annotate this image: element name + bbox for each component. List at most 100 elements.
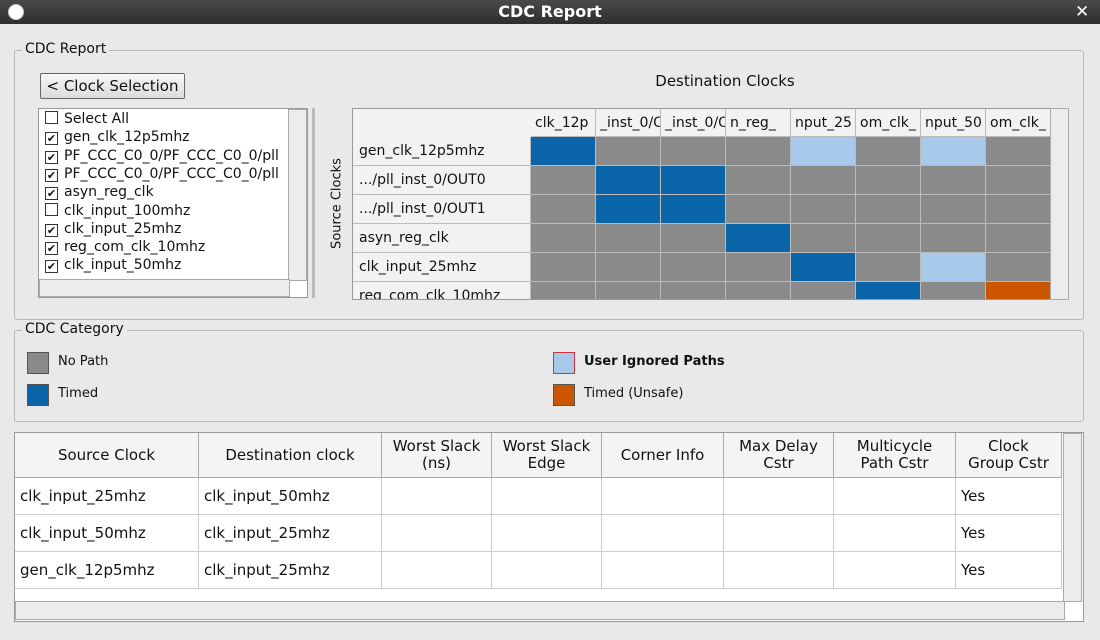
table-cell[interactable]: gen_clk_12p5mhz: [15, 552, 199, 589]
matrix-cell[interactable]: [531, 166, 596, 195]
matrix-cell[interactable]: [726, 137, 791, 166]
matrix-cell[interactable]: [986, 137, 1051, 166]
matrix-cell[interactable]: [921, 166, 986, 195]
matrix-cell[interactable]: [791, 253, 856, 282]
column-header: om_clk_: [856, 109, 921, 137]
matrix-cell[interactable]: [921, 224, 986, 253]
matrix-cell[interactable]: [986, 195, 1051, 224]
table-cell[interactable]: clk_input_25mhz: [199, 552, 382, 589]
table-hscroll[interactable]: [15, 601, 1065, 620]
matrix-cell[interactable]: [661, 137, 726, 166]
clock-item[interactable]: ✔ reg_com_clk_10mhz: [45, 238, 290, 256]
matrix-cell[interactable]: [921, 282, 986, 299]
table-cell[interactable]: Yes: [956, 478, 1062, 515]
matrix-cell[interactable]: [726, 166, 791, 195]
matrix-cell[interactable]: [921, 253, 986, 282]
matrix-cell[interactable]: [661, 224, 726, 253]
matrix-cell[interactable]: [856, 282, 921, 299]
matrix-cell[interactable]: [531, 253, 596, 282]
table-cell[interactable]: [724, 552, 834, 589]
checkbox[interactable]: [45, 111, 58, 124]
clock-item[interactable]: ✔ PF_CCC_C0_0/PF_CCC_C0_0/pll: [45, 147, 290, 165]
table-cell[interactable]: [492, 515, 602, 552]
matrix-cell[interactable]: [596, 224, 661, 253]
clock-selection-button[interactable]: < Clock Selection: [40, 73, 185, 99]
clock-item[interactable]: clk_input_100mhz: [45, 202, 290, 220]
matrix-cell[interactable]: [596, 137, 661, 166]
matrix-cell[interactable]: [921, 195, 986, 224]
table-cell[interactable]: [492, 478, 602, 515]
table-cell[interactable]: clk_input_25mhz: [15, 478, 199, 515]
matrix-cell[interactable]: [661, 282, 726, 299]
matrix-cell[interactable]: [856, 137, 921, 166]
clock-item[interactable]: ✔ clk_input_25mhz: [45, 220, 290, 238]
matrix-cell[interactable]: [791, 195, 856, 224]
matrix-cell[interactable]: [531, 195, 596, 224]
matrix-cell[interactable]: [791, 282, 856, 299]
matrix-cell[interactable]: [856, 195, 921, 224]
checkbox[interactable]: ✔: [45, 242, 58, 256]
close-button[interactable]: ✕: [1075, 2, 1090, 22]
matrix-cell[interactable]: [986, 253, 1051, 282]
checkbox[interactable]: ✔: [45, 150, 58, 164]
matrix-cell[interactable]: [856, 166, 921, 195]
matrix-cell[interactable]: [921, 137, 986, 166]
checkbox[interactable]: ✔: [45, 260, 58, 274]
checkbox[interactable]: ✔: [45, 223, 58, 237]
clock-item[interactable]: Select All: [45, 110, 290, 128]
list-hscroll[interactable]: [39, 279, 290, 297]
matrix-cell[interactable]: [661, 195, 726, 224]
table-cell[interactable]: [834, 552, 956, 589]
matrix-cell[interactable]: [596, 195, 661, 224]
matrix-cell[interactable]: [661, 166, 726, 195]
table-vscroll[interactable]: [1063, 433, 1082, 602]
category-label: User Ignored Paths: [584, 354, 725, 369]
table-cell[interactable]: clk_input_25mhz: [199, 515, 382, 552]
matrix-cell[interactable]: [986, 224, 1051, 253]
matrix-cell[interactable]: [596, 166, 661, 195]
matrix-cell[interactable]: [986, 282, 1051, 299]
matrix-cell[interactable]: [531, 224, 596, 253]
table-cell[interactable]: clk_input_50mhz: [199, 478, 382, 515]
table-cell[interactable]: clk_input_50mhz: [15, 515, 199, 552]
checkbox[interactable]: ✔: [45, 132, 58, 146]
matrix-cell[interactable]: [726, 282, 791, 299]
table-cell[interactable]: Yes: [956, 515, 1062, 552]
row-header: .../pll_inst_0/OUT1: [353, 195, 531, 224]
matrix-cell[interactable]: [791, 224, 856, 253]
clock-item[interactable]: ✔ clk_input_50mhz: [45, 256, 290, 274]
clock-item[interactable]: ✔ PF_CCC_C0_0/PF_CCC_C0_0/pll: [45, 165, 290, 183]
matrix-cell[interactable]: [661, 253, 726, 282]
matrix-cell[interactable]: [791, 137, 856, 166]
table-cell[interactable]: [602, 478, 724, 515]
table-cell[interactable]: [724, 515, 834, 552]
matrix-cell[interactable]: [856, 224, 921, 253]
checkbox[interactable]: [45, 202, 58, 216]
matrix-cell[interactable]: [791, 166, 856, 195]
table-cell[interactable]: [602, 552, 724, 589]
matrix-cell[interactable]: [986, 166, 1051, 195]
matrix-vscroll[interactable]: [1050, 108, 1069, 300]
checkbox[interactable]: ✔: [45, 168, 58, 182]
table-cell[interactable]: [834, 478, 956, 515]
matrix-cell[interactable]: [596, 282, 661, 299]
table-cell[interactable]: Yes: [956, 552, 1062, 589]
matrix-cell[interactable]: [726, 224, 791, 253]
matrix-cell[interactable]: [856, 253, 921, 282]
list-vscroll[interactable]: [288, 109, 307, 281]
table-cell[interactable]: [382, 552, 492, 589]
table-cell[interactable]: [834, 515, 956, 552]
table-cell[interactable]: [382, 478, 492, 515]
matrix-cell[interactable]: [726, 195, 791, 224]
table-cell[interactable]: [492, 552, 602, 589]
table-cell[interactable]: [382, 515, 492, 552]
clock-item[interactable]: ✔ gen_clk_12p5mhz: [45, 128, 290, 146]
clock-item[interactable]: ✔ asyn_reg_clk: [45, 183, 290, 201]
matrix-cell[interactable]: [726, 253, 791, 282]
table-cell[interactable]: [724, 478, 834, 515]
matrix-cell[interactable]: [531, 282, 596, 299]
matrix-cell[interactable]: [531, 137, 596, 166]
matrix-cell[interactable]: [596, 253, 661, 282]
checkbox[interactable]: ✔: [45, 187, 58, 201]
table-cell[interactable]: [602, 515, 724, 552]
